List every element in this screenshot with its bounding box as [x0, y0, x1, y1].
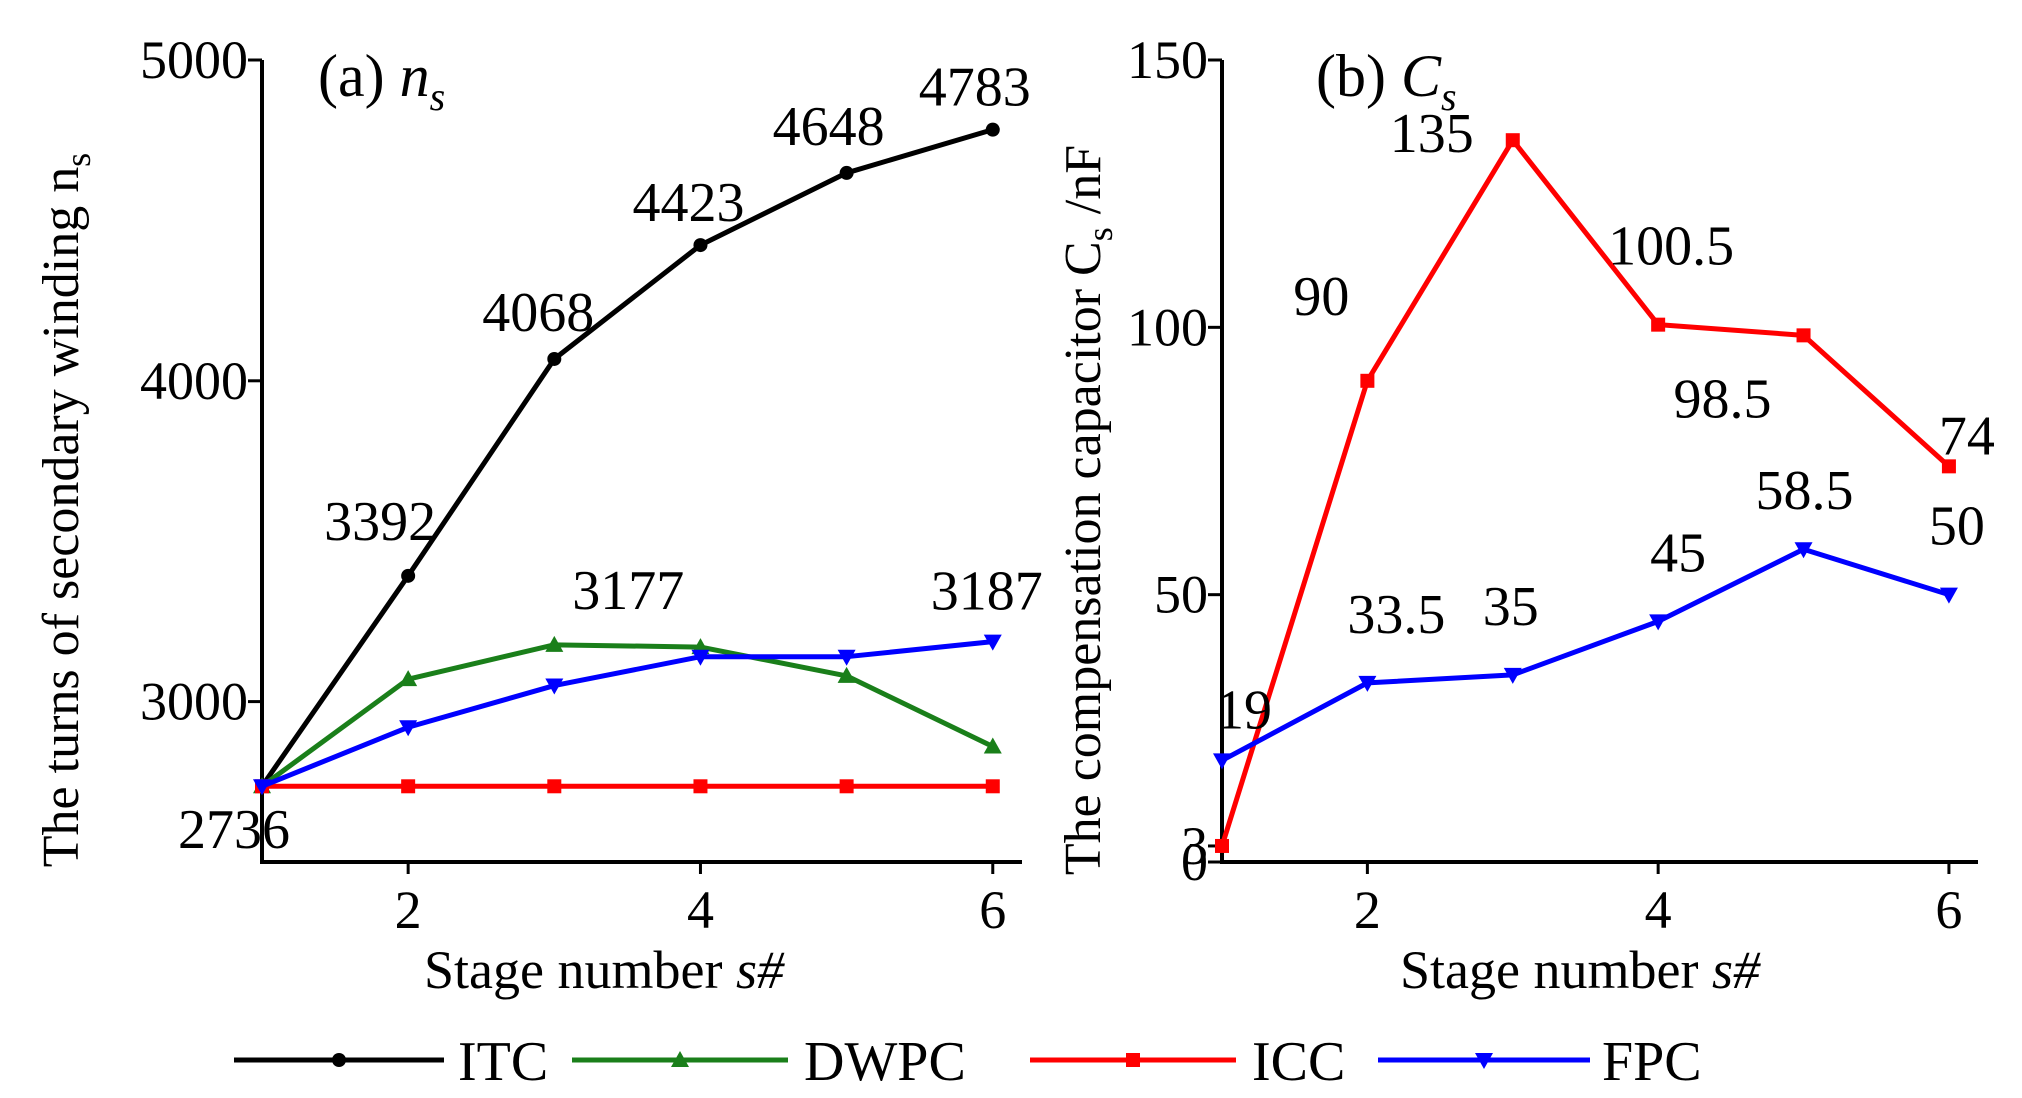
legend-marker-icc [1126, 1053, 1140, 1067]
series-line-dwpc [260, 642, 994, 789]
point-fpc [1358, 675, 1377, 692]
x-axis-label: Stage number s# [1400, 940, 1761, 1000]
point-fpc [399, 720, 418, 737]
y-tick-label: 5000 [140, 30, 248, 90]
point-itc [839, 165, 854, 180]
x-tick-label: 6 [979, 880, 1006, 940]
series-line-icc [1219, 137, 1951, 847]
point-dwpc [837, 666, 856, 683]
data-label: 4068 [482, 282, 594, 344]
axes-b [1220, 60, 1978, 864]
point-itc [693, 238, 708, 253]
data-label: 58.5 [1756, 460, 1854, 522]
point-fpc [983, 634, 1002, 651]
legend-label-itc: ITC [458, 1031, 548, 1093]
data-label: 135 [1390, 103, 1474, 165]
y-axis-label: The compensation capacitor Cs /nF [1055, 145, 1120, 875]
data-label: 2736 [178, 799, 290, 861]
legend-marker-itc [332, 1053, 346, 1067]
legend-label-dwpc: DWPC [804, 1031, 966, 1093]
axes-a [260, 60, 1022, 864]
point-icc [1796, 328, 1811, 343]
point-fpc [1794, 542, 1813, 559]
point-itc [401, 568, 416, 583]
data-label: 3187 [931, 561, 1043, 623]
data-label: 98.5 [1674, 368, 1772, 430]
point-icc [1651, 317, 1666, 332]
point-itc [985, 122, 1000, 137]
data-label: 4783 [919, 57, 1031, 119]
y-tick-label: 4000 [140, 351, 248, 411]
series-line-fpc [1220, 546, 1950, 763]
point-icc [985, 779, 1000, 794]
point-dwpc [983, 737, 1002, 754]
point-icc [547, 779, 562, 794]
data-label: 3392 [324, 491, 436, 553]
x-tick-label: 6 [1935, 880, 1962, 940]
point-fpc [837, 649, 856, 666]
point-icc [1360, 373, 1375, 388]
panel-label: (a) ns [318, 43, 445, 119]
legend-label-icc: ICC [1252, 1031, 1345, 1093]
y-tick-label: 3 [1181, 816, 1208, 876]
point-icc [1215, 838, 1229, 853]
data-label: 4423 [632, 172, 744, 234]
series-line-fpc [261, 639, 994, 789]
legend-label-fpc: FPC [1602, 1031, 1702, 1093]
point-dwpc [545, 635, 564, 652]
panel-a: 3000 4000 5000 2 4 6 2736 3392 4068 4423 4648 4783 3… [33, 30, 1043, 1000]
point-itc [547, 351, 562, 366]
point-fpc [1503, 667, 1522, 684]
point-dwpc [399, 670, 418, 687]
point-fpc [691, 649, 710, 666]
y-tick-label: 100 [1127, 297, 1208, 357]
panel-b: 03 50 100 150 2 4 6 19 90 135 100.5 98.5 74 33.5 35 45 5… [1055, 30, 1995, 1000]
data-label: 33.5 [1347, 584, 1445, 646]
point-fpc [1939, 587, 1958, 604]
panel-label: (b) Cs [1316, 43, 1457, 119]
legend-marker-dwpc [671, 1051, 689, 1067]
point-fpc [545, 678, 564, 695]
data-label: 19 [1216, 679, 1272, 741]
legend-marker-fpc [1475, 1053, 1493, 1069]
point-fpc [253, 779, 271, 796]
point-icc [401, 779, 416, 794]
data-label: 100.5 [1608, 216, 1734, 278]
y-tick-label: 150 [1127, 30, 1208, 90]
data-label: 3177 [572, 560, 684, 622]
point-icc [839, 779, 854, 794]
point-icc [693, 779, 708, 794]
point-fpc [1213, 753, 1231, 770]
data-label: 90 [1293, 266, 1349, 328]
data-label: 35 [1483, 576, 1539, 638]
y-tick-label: 50 [1154, 565, 1208, 625]
x-tick-label: 2 [395, 880, 422, 940]
x-axis-label: Stage number s# [424, 940, 785, 1000]
x-tick-label: 2 [1354, 880, 1381, 940]
y-tick-label: 3000 [140, 672, 248, 732]
point-icc [1505, 133, 1520, 148]
x-tick-label: 4 [687, 880, 714, 940]
series-line-itc [259, 127, 994, 788]
y-tick-label: 0 [1181, 832, 1208, 892]
point-icc [1941, 459, 1956, 474]
y-axis-label: The turns of secondary winding ns [33, 153, 98, 867]
data-label: 4648 [773, 96, 885, 158]
legend: ITC DWPC ICC FPC [234, 1031, 1702, 1093]
x-tick-label: 4 [1645, 880, 1672, 940]
point-fpc [1649, 614, 1668, 631]
data-label: 50 [1929, 496, 1985, 558]
data-label: 74 [1939, 405, 1995, 467]
data-label: 45 [1650, 522, 1706, 584]
